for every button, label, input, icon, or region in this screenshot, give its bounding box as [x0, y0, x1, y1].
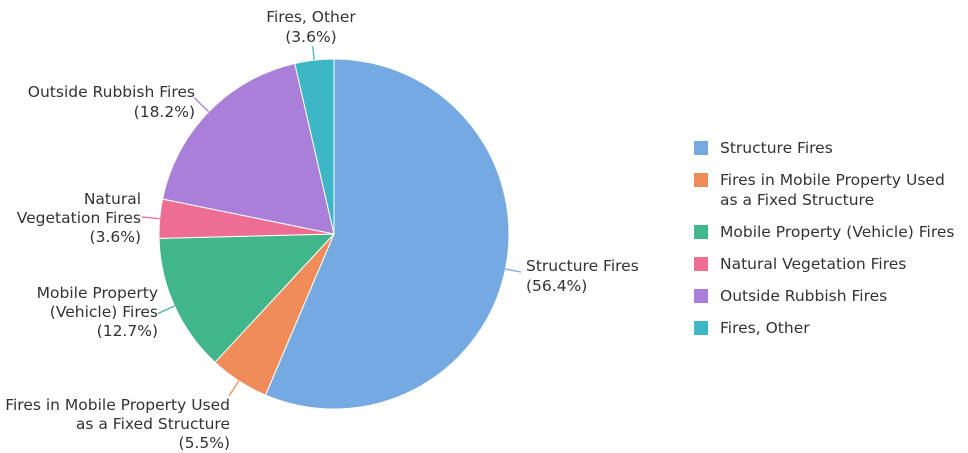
pie-slice-mobile-property-vehicle-fires — [158, 233, 336, 364]
legend-swatch — [694, 257, 708, 271]
leader-line-structure-fires — [505, 268, 522, 273]
slice-percent-label: (3.6%) — [90, 228, 141, 246]
pie-slice-fires-other — [294, 58, 335, 235]
legend-item: Fires, Other — [694, 318, 962, 338]
slice-label-natural-vegetation-fires: Natural Vegetation Fires (3.6%) — [17, 190, 141, 246]
slice-label-fires-other: Fires, Other (3.6%) — [266, 8, 356, 46]
legend-item: Natural Vegetation Fires — [694, 254, 962, 274]
slice-percent-label: (12.7%) — [97, 322, 158, 340]
slice-name-label: as a Fixed Structure — [76, 415, 230, 433]
legend-swatch — [694, 141, 708, 155]
legend-swatch — [694, 173, 708, 187]
legend-label: Mobile Property (Vehicle) Fires — [720, 223, 955, 241]
slice-name-label: Fires in Mobile Property Used — [5, 396, 230, 414]
legend-item: Mobile Property (Vehicle) Fires — [694, 222, 962, 242]
legend-label: Natural Vegetation Fires — [720, 255, 907, 273]
slice-label-fires-in-mobile-property-used-as-a-fixed-structure: Fires in Mobile Property Used as a Fixed … — [5, 396, 230, 452]
slice-percent-label: (56.4%) — [526, 277, 587, 295]
slice-name-label: Mobile Property — [37, 284, 158, 302]
slice-label-mobile-property-vehicle-fires: Mobile Property (Vehicle) Fires (12.7%) — [37, 284, 158, 340]
legend-label: Outside Rubbish Fires — [720, 287, 888, 305]
slice-name-label: Outside Rubbish Fires — [28, 83, 195, 101]
legend-item: Outside Rubbish Fires — [694, 286, 962, 306]
legend-item: Structure Fires — [694, 138, 962, 158]
slice-name-label: Fires, Other — [266, 8, 356, 26]
leader-line-fires-other — [312, 46, 315, 61]
slice-name-label: Vegetation Fires — [17, 209, 141, 227]
slice-percent-label: (3.6%) — [285, 28, 336, 46]
legend-swatch — [694, 289, 708, 303]
slice-percent-label: (5.5%) — [179, 434, 230, 452]
legend-label: Fires in Mobile Property Used as a Fixed… — [720, 171, 945, 209]
leader-line-fires-in-mobile-property-used-as-a-fixed-structure — [228, 380, 240, 397]
slice-name-label: Natural — [84, 190, 141, 208]
legend-swatch — [694, 321, 708, 335]
slice-label-structure-fires: Structure Fires (56.4%) — [526, 257, 639, 295]
legend-label: Fires, Other — [720, 319, 810, 337]
leader-line-mobile-property-vehicle-fires — [157, 305, 175, 315]
leader-line-natural-vegetation-fires — [141, 216, 160, 220]
pie-slices — [158, 58, 510, 410]
pie-slice-structure-fires — [264, 58, 510, 410]
pie-callouts: Structure Fires (56.4%) Fires in Mobile Pr… — [5, 8, 639, 452]
slice-name-label: Structure Fires — [526, 257, 639, 275]
legend: Structure Fires Fires in Mobile Property… — [694, 138, 962, 350]
slice-label-outside-rubbish-fires: Outside Rubbish Fires (18.2%) — [28, 83, 195, 121]
legend-item: Fires in Mobile Property Used as a Fixed… — [694, 170, 962, 210]
slice-name-label: (Vehicle) Fires — [50, 303, 158, 321]
leader-line-outside-rubbish-fires — [193, 97, 210, 113]
legend-label: Structure Fires — [720, 139, 833, 157]
slice-percent-label: (18.2%) — [134, 103, 195, 121]
pie-slice-outside-rubbish-fires — [161, 62, 335, 235]
legend-swatch — [694, 225, 708, 239]
